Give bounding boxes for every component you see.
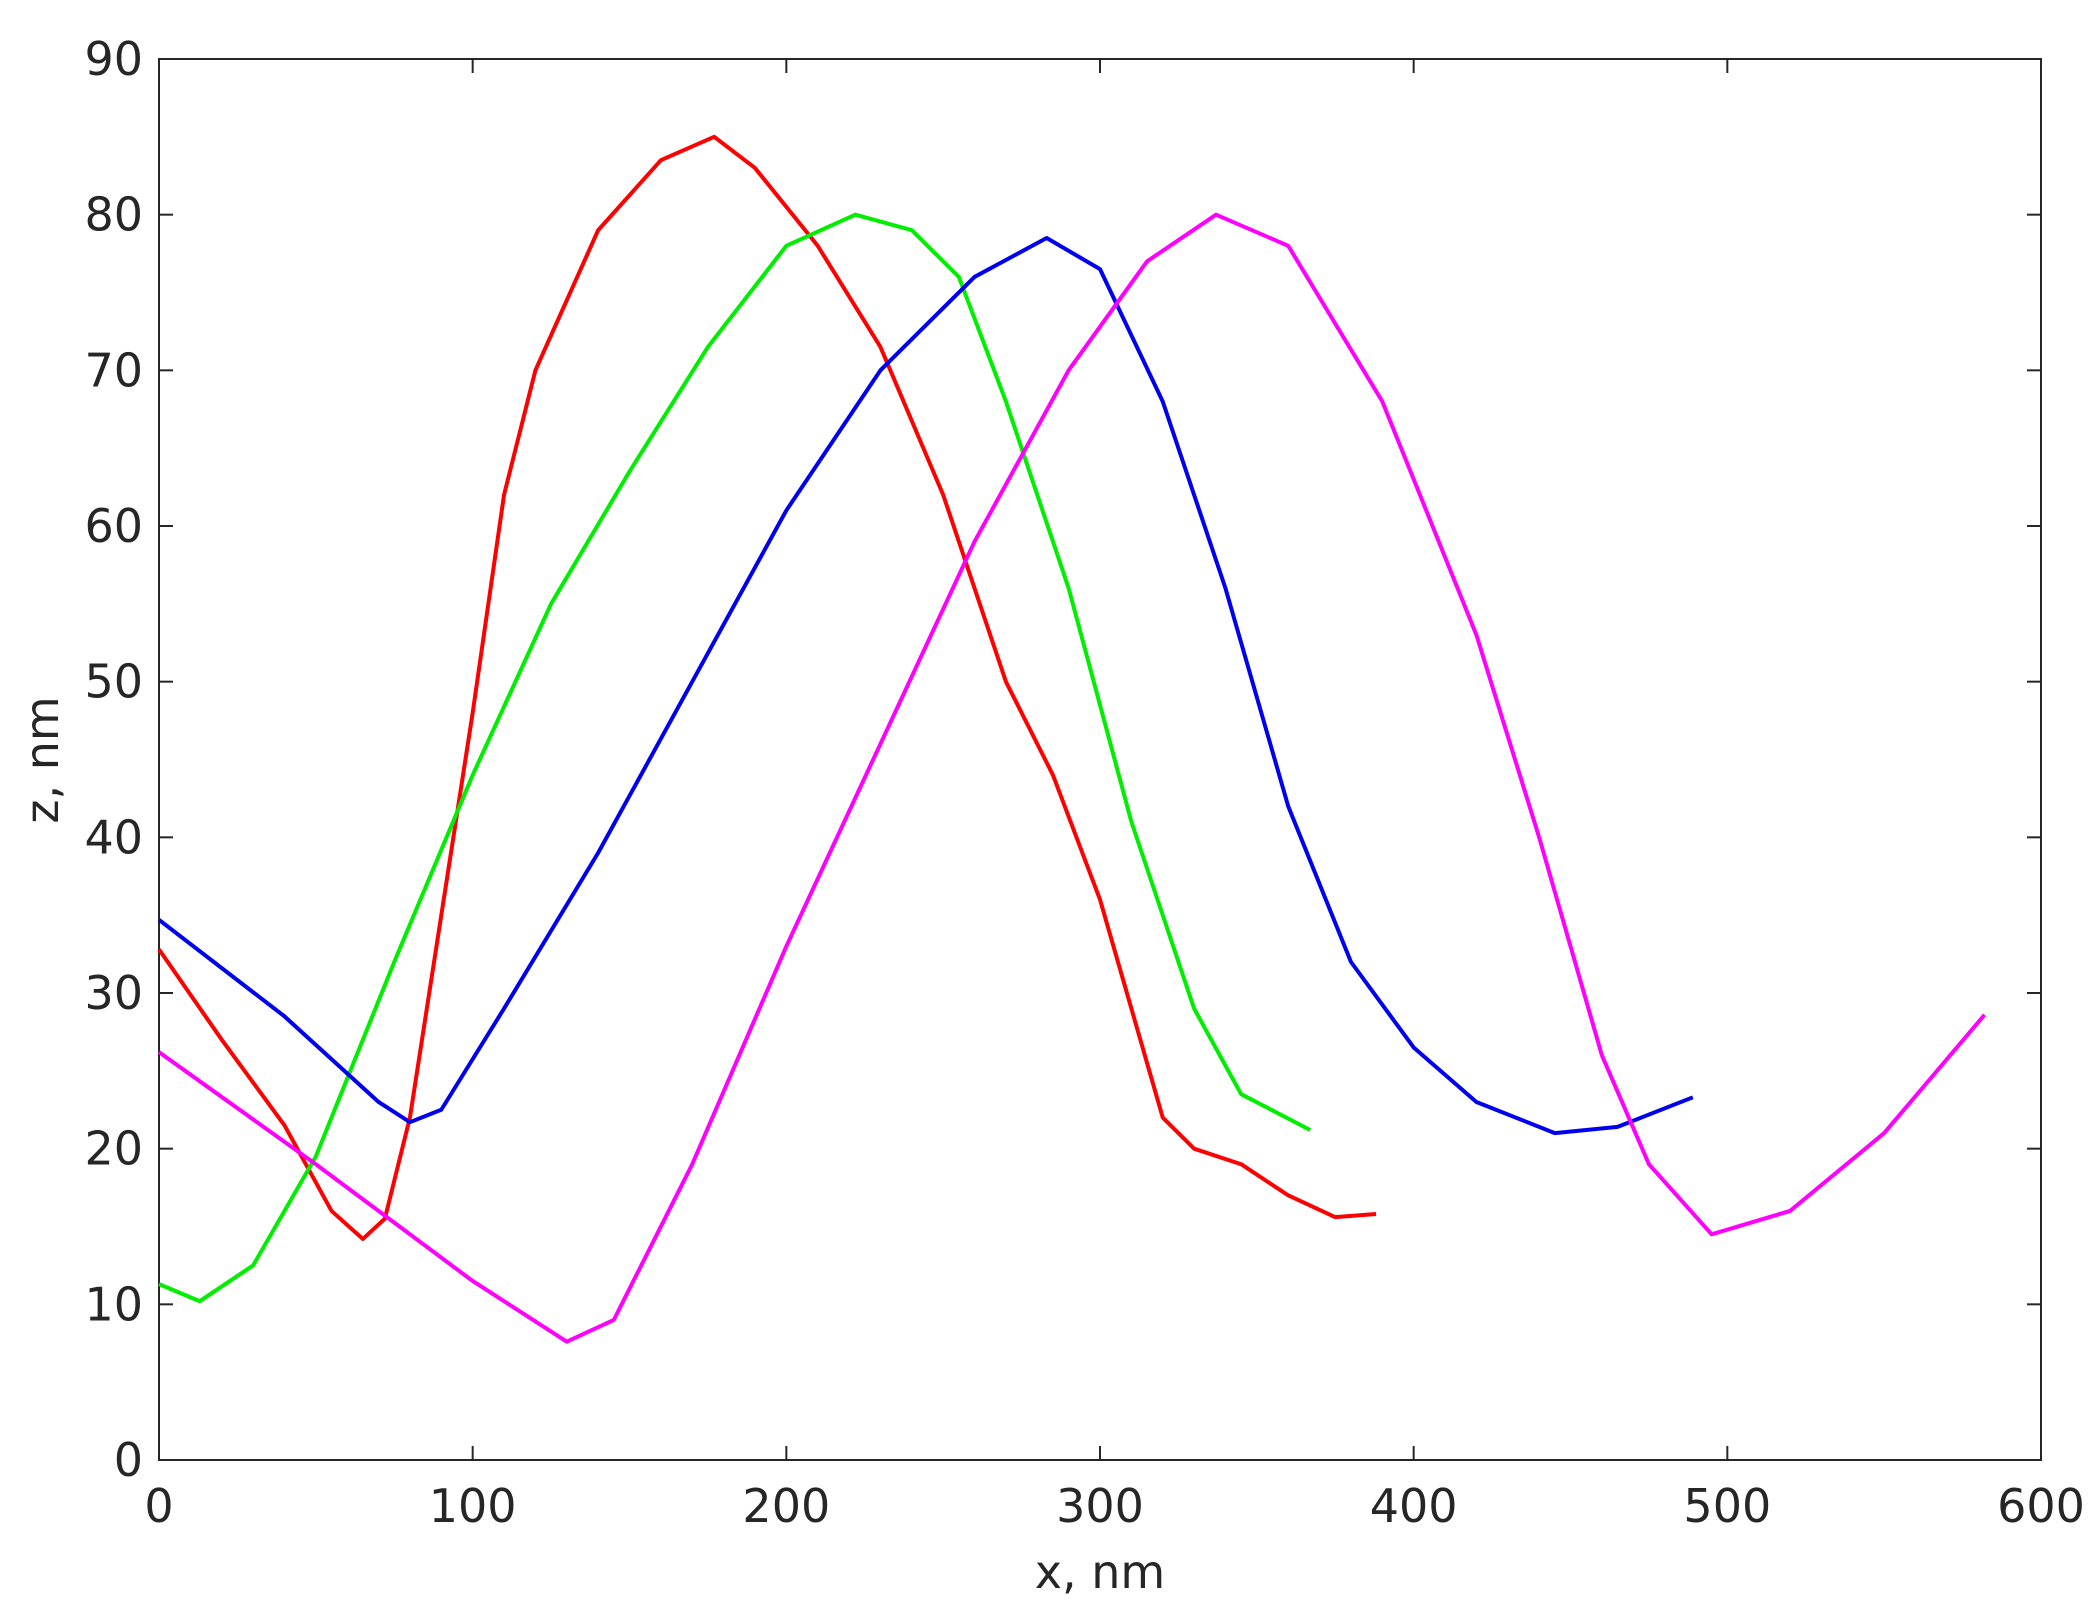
y-tick-label: 10	[84, 1277, 143, 1331]
y-tick-label: 80	[84, 188, 143, 242]
y-tick-label: 40	[84, 810, 143, 864]
x-tick-label: 100	[429, 1479, 517, 1533]
y-tick-label: 60	[84, 499, 143, 553]
x-axis-label: x, nm	[1035, 1545, 1165, 1599]
y-tick-label: 50	[84, 655, 143, 709]
plot-frame	[158, 58, 2042, 1461]
series-line	[157, 236, 1694, 1136]
series-line	[157, 212, 1987, 1344]
y-tick-label: 0	[114, 1433, 143, 1487]
series-line	[157, 134, 1377, 1241]
x-tick-label: 500	[1683, 1479, 1771, 1533]
x-tick-label: 0	[144, 1479, 173, 1533]
y-axis-label: z, nm	[15, 696, 69, 823]
x-tick-label: 200	[742, 1479, 830, 1533]
y-tick-label: 30	[84, 966, 143, 1020]
x-tick-label: 600	[1997, 1479, 2085, 1533]
y-tick-label: 70	[84, 343, 143, 397]
series-line	[158, 212, 1312, 1304]
x-tick-label: 400	[1370, 1479, 1458, 1533]
x-tick-label: 300	[1056, 1479, 1144, 1533]
y-tick-label: 20	[84, 1122, 143, 1176]
y-tick-label: 90	[84, 32, 143, 86]
